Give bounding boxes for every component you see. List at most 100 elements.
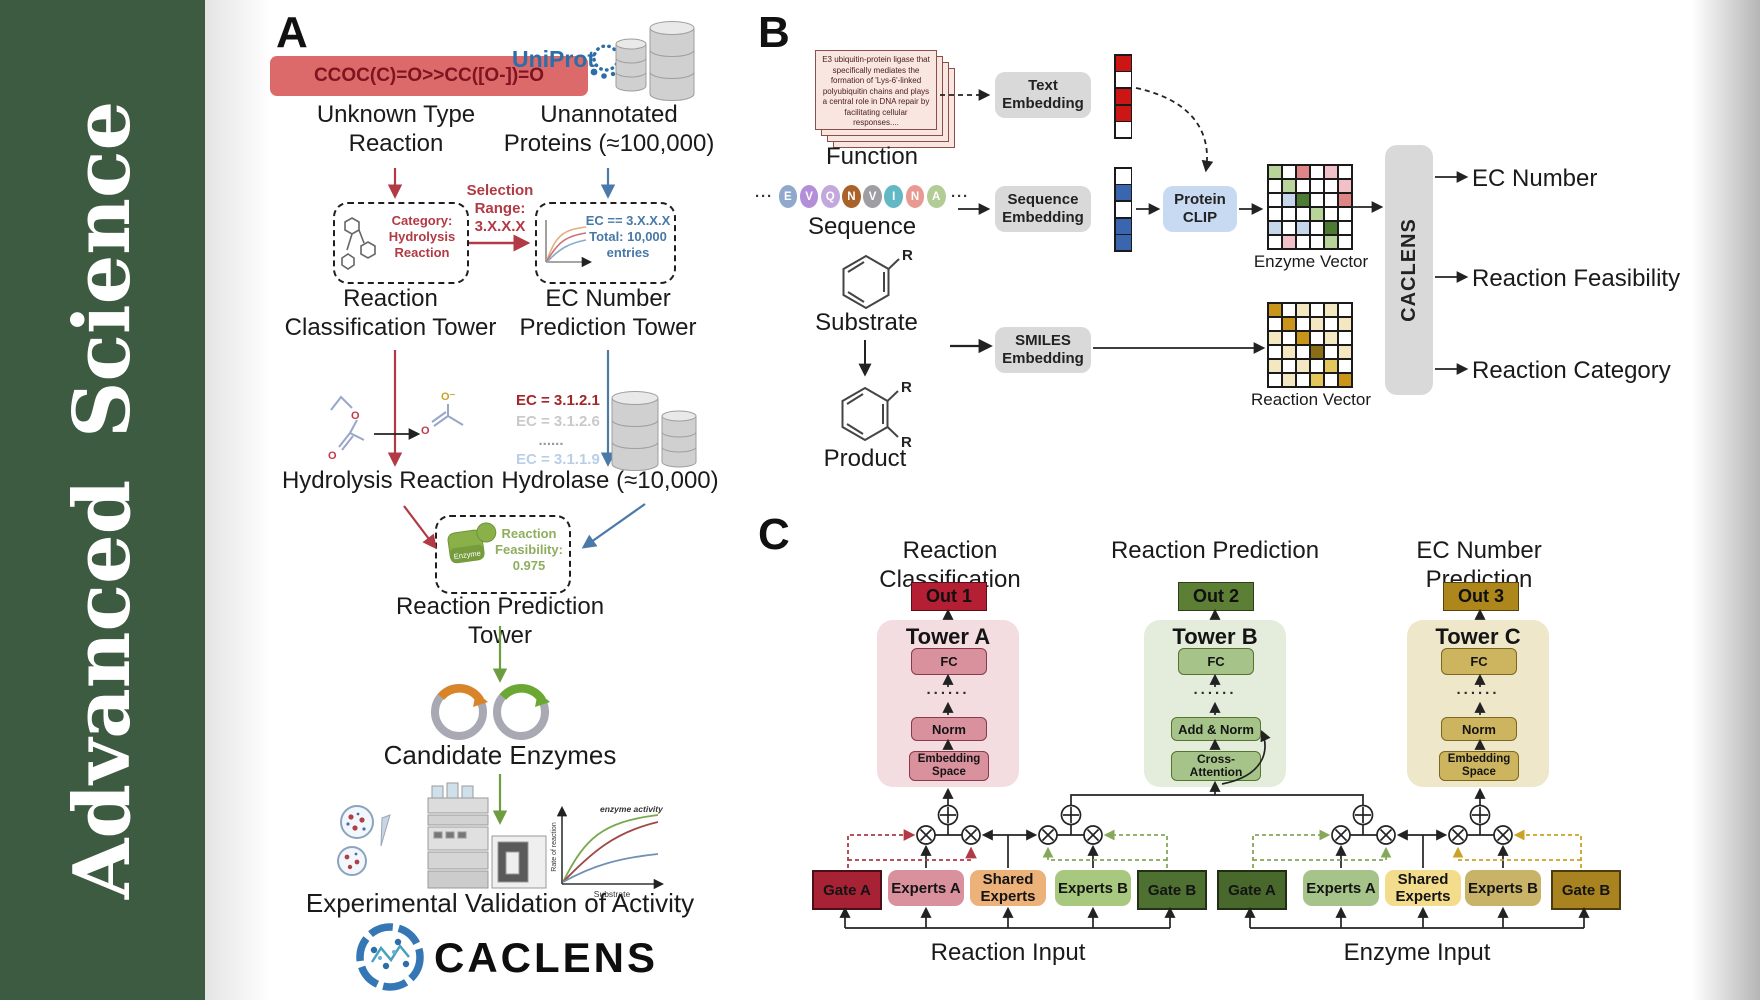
smiles-embedding-box: SMILES Embedding [995,327,1091,373]
moe-left-experts-b: Experts B [1055,870,1131,906]
output-reaction-feasibility: Reaction Feasibility [1472,265,1681,292]
text-embedding-vector [1114,54,1132,139]
page-right-shadow [1692,0,1760,1000]
moe-left-gate-b: Gate B [1137,870,1207,910]
vector-cell [1296,179,1309,192]
database-icon-uniprot [615,21,695,101]
reaction-input-label: Reaction Input [930,939,1086,966]
vector-cell [1296,303,1309,316]
tower-a-dots: ...... [926,681,970,698]
unknown-reaction-label: Unknown Type Reaction [316,101,476,157]
vector-cell [1324,303,1337,316]
tower-b-add-norm: Add & Norm [1171,717,1261,741]
function-card-front: E3 ubiquitin-protein ligase that specifi… [815,50,937,130]
vector-cell [1310,373,1323,386]
tower-a-norm: Norm [911,717,987,741]
tower-c-embedding-space: Embedding Space [1439,751,1519,781]
vector-cell [1282,345,1295,358]
gate-dashed-links [847,829,1582,868]
vector-cell [1338,345,1351,358]
reaction-vector-grid [1267,302,1353,388]
smiles-reaction-box: CCOC(C)=O>>CC([O-])=O [270,56,588,96]
add-node [1352,804,1374,826]
multiply-node [916,825,936,845]
tower-c-title: Tower C [1435,624,1521,649]
residue-circle: N [905,185,925,208]
panel-c-label: C [758,510,790,559]
vector-cell [1268,207,1281,220]
vector-cell [1268,221,1281,234]
vector-cell [1282,179,1295,192]
moe-right-gate-a: Gate A [1217,870,1287,910]
vector-cell [1268,317,1281,330]
experimental-validation-label: Experimental Validation of Activity [305,888,695,918]
vector-cell [1324,331,1337,344]
vector-cell [1296,373,1309,386]
vector-cell [1115,168,1131,184]
vector-cell [1115,235,1131,251]
ellipsis-right: ··· [951,188,969,205]
out3-box: Out 3 [1443,582,1519,611]
panel-a-label: A [276,8,308,57]
vector-cell [1338,193,1351,206]
tower-c-dots: ...... [1456,681,1500,698]
function-card-stack: E3 ubiquitin-protein ligase that specifi… [815,50,960,152]
vector-cell [1324,207,1337,220]
substrate-molecule [842,254,900,310]
selection-range-label: Selection Range: 3.X.X.X [466,182,534,235]
moe-right-gate-b: Gate B [1551,870,1621,910]
residue-circle: A [926,185,946,208]
vector-cell [1282,221,1295,234]
text-embedding-box: Text Embedding [995,72,1091,118]
atom-o: O [328,450,337,462]
vector-cell [1296,317,1309,330]
multiply-node [1331,825,1351,845]
vector-cell [1338,179,1351,192]
hplc-machine-icon [427,782,547,889]
moe-left-gate-a: Gate A [812,870,882,910]
page-left-shadow [205,0,271,1000]
multiply-node [1038,825,1058,845]
sequence-embedding-vector [1114,167,1132,252]
caclens-logo-icon [356,923,424,991]
vector-cell [1268,373,1281,386]
vector-cell [1338,331,1351,344]
caclens-wordmark: CACLENS [434,934,659,981]
vector-cell [1268,359,1281,372]
ellipsis-left: ··· [755,188,773,205]
out1-box: Out 1 [911,582,987,611]
tower-b-dots: ...... [1193,681,1237,698]
vector-cell [1310,303,1323,316]
vector-cell [1324,345,1337,358]
vector-cell [1296,221,1309,234]
vector-cell [1282,207,1295,220]
vector-cell [1115,201,1131,218]
vector-cell [1115,185,1131,201]
vector-cell [1296,207,1309,220]
reaction-prediction-tower-label: Reaction Prediction Tower [395,593,605,649]
tower-a-title: Tower A [905,624,991,649]
vector-cell [1115,72,1131,88]
journal-word-science: Science [56,100,148,438]
tower-b-fc: FC [1178,648,1254,675]
protein-clip-box: Protein CLIP [1163,186,1237,232]
vector-cell [1268,331,1281,344]
vector-cell [1268,165,1281,178]
vector-cell [1268,193,1281,206]
vector-cell [1338,303,1351,316]
enzyme-input-label: Enzyme Input [1343,939,1491,966]
vector-cell [1310,331,1323,344]
category-dashed-box: Category: Hydrolysis Reaction [333,202,469,284]
vector-cell [1296,235,1309,248]
hydrolase-label: Hydrolase (≈10,000) [501,467,719,494]
vector-cell [1338,359,1351,372]
ec-selection-text: EC == 3.X.X.X Total: 10,000 entries [585,213,671,260]
vector-cell [1310,207,1323,220]
uniprot-logo-text: UniProt [512,46,596,72]
plot-ylabel: Rate of reaction [551,822,558,872]
vector-cell [1338,165,1351,178]
reaction-classification-tower-label: Reaction Classification Tower [284,285,497,341]
vector-cell [1115,218,1131,234]
substrate-label: Substrate [815,309,918,336]
vector-cell [1115,55,1131,71]
